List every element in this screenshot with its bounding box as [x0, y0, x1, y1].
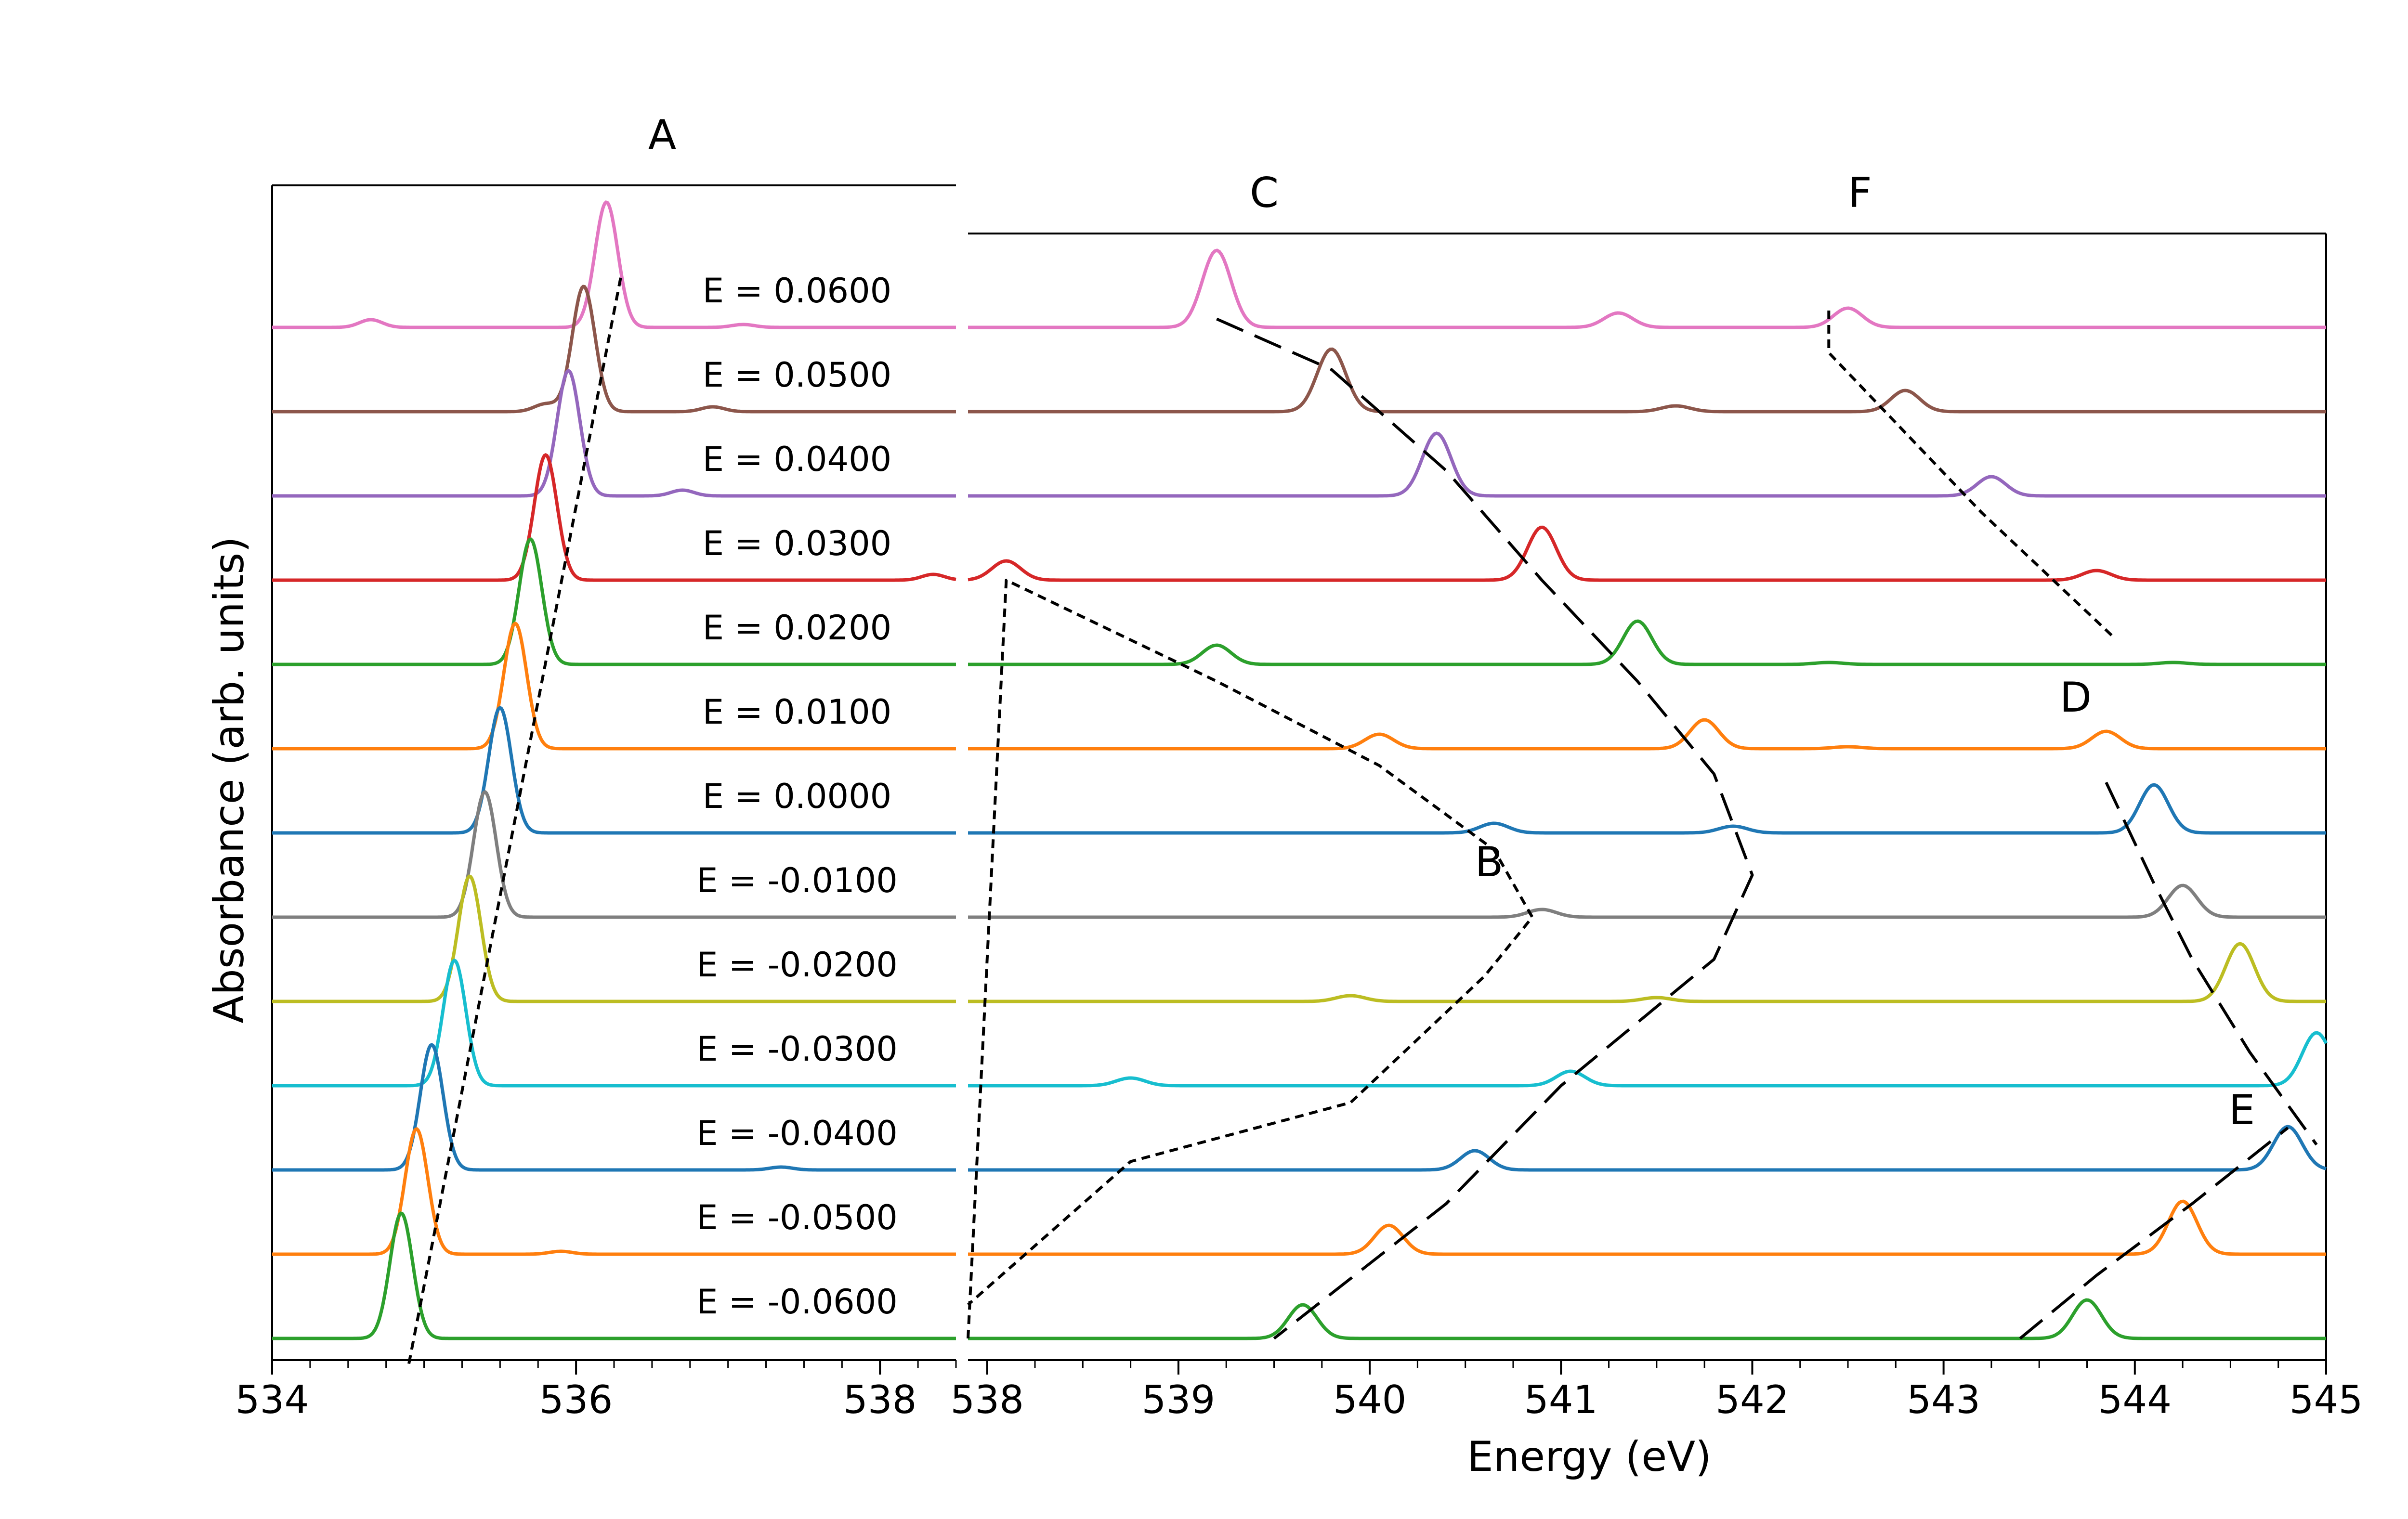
series-curve-right: [968, 718, 2326, 751]
series-curve-left: [272, 1127, 956, 1256]
series-label: E = 0.0600: [703, 271, 891, 311]
series-curve-right: [968, 783, 2326, 835]
labels-layer: 534 536 538 538 539 540 541 542 543 544 545 E = 0.0…: [236, 111, 2363, 1422]
series-curve-left: [272, 1042, 956, 1172]
series-label: E = 0.0000: [703, 777, 891, 816]
series-curve-right: [968, 883, 2326, 919]
annotation-label-B: B: [1475, 838, 1504, 886]
annotation-line-B: [967, 579, 1534, 1339]
series-curve-left: [272, 874, 956, 1003]
annotation-label-D: D: [2060, 674, 2092, 722]
series-label: E = -0.0100: [696, 861, 898, 900]
series-label: E = 0.0300: [703, 524, 891, 563]
axes-layer: [271, 184, 2327, 1375]
series-curve-right: [968, 1125, 2327, 1172]
x-axis-label: Energy (eV): [1467, 1433, 1711, 1481]
right-xtick-label: 539: [1142, 1377, 1216, 1422]
left-xtick-label: 536: [539, 1377, 613, 1422]
annotation-line-F: [1827, 311, 2117, 640]
series-curve-right: [968, 619, 2326, 666]
series-curve-left: [272, 200, 956, 329]
right-xtick-label: 540: [1333, 1377, 1407, 1422]
y-axis-label: Absorbance (arb. units): [205, 536, 253, 1023]
series-curve-right: [968, 248, 2326, 329]
annotation-line-E: [2019, 1127, 2289, 1340]
right-xtick-label: 538: [950, 1377, 1024, 1422]
series-curve-left: [272, 622, 956, 751]
series-curve-left: [272, 958, 956, 1088]
right-xtick-label: 541: [1524, 1377, 1598, 1422]
left-xtick-label: 534: [236, 1377, 309, 1422]
series-curve-left: [272, 1211, 956, 1340]
annotations-layer: [407, 272, 2318, 1364]
annotation-line-C: [1216, 317, 1754, 1340]
series-curve-right: [968, 1199, 2326, 1256]
annotation-label-C: C: [1250, 169, 1279, 217]
series-curve-left: [272, 285, 956, 414]
annotation-label-A: A: [648, 111, 677, 159]
series-curve-right: [968, 525, 2326, 582]
series-curve-right: [968, 431, 2326, 498]
series-curve-left: [272, 453, 956, 582]
right-xtick-label: 545: [2290, 1377, 2363, 1422]
series-curve-left: [272, 537, 956, 666]
series-label: E = 0.0200: [703, 608, 891, 648]
left-xtick-label: 538: [843, 1377, 917, 1422]
series-curve-right: [968, 1031, 2328, 1088]
series-label: E = -0.0500: [696, 1198, 898, 1237]
right-xtick-label: 543: [1907, 1377, 1980, 1422]
right-xtick-label: 544: [2098, 1377, 2172, 1422]
series-curve-right: [968, 942, 2326, 1003]
series-label: E = -0.0200: [696, 945, 898, 985]
series-label: E = -0.0400: [696, 1114, 898, 1153]
series-curve-left: [272, 790, 956, 919]
series-label: E = 0.0100: [703, 692, 891, 732]
series-curve-right: [968, 1298, 2326, 1340]
annotation-line-A: [407, 272, 623, 1364]
annotation-label-F: F: [1848, 169, 1871, 217]
series-layer: [272, 200, 2328, 1340]
series-curve-left: [272, 705, 956, 835]
series-curve-right: [968, 347, 2326, 414]
series-label: E = -0.0600: [696, 1282, 898, 1322]
annotation-line-D: [2105, 781, 2318, 1146]
right-xtick-label: 542: [1715, 1377, 1789, 1422]
series-label: E = 0.0500: [703, 355, 891, 395]
series-label: E = 0.0400: [703, 440, 891, 479]
series-label: E = -0.0300: [696, 1029, 898, 1069]
series-curve-left: [272, 368, 956, 498]
annotation-label-E: E: [2229, 1086, 2255, 1134]
